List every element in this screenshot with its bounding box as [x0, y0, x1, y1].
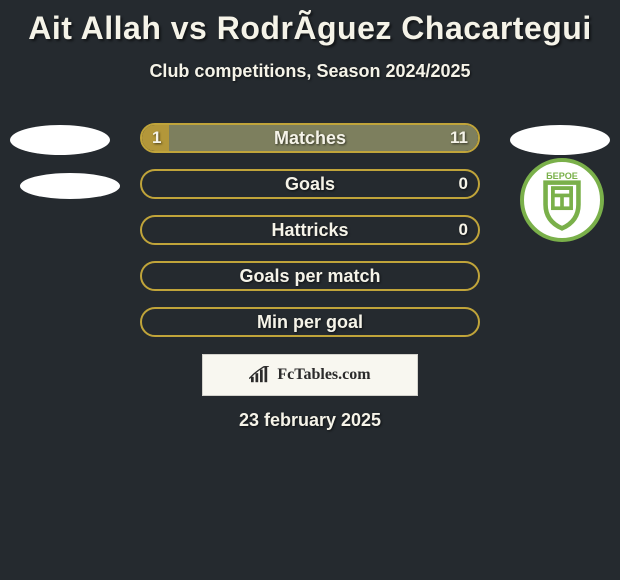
stat-label: Min per goal	[142, 312, 478, 333]
stat-value-right: 0	[459, 174, 468, 194]
stat-row: Matches111	[0, 120, 620, 166]
chart-icon	[249, 366, 271, 384]
stat-label: Hattricks	[142, 220, 478, 241]
stat-bar: Goals0	[140, 169, 480, 199]
stat-value-right: 0	[459, 220, 468, 240]
stat-rows: Matches111 БЕРОЕ Goals0Hattricks0Goals p…	[0, 120, 620, 350]
stat-label: Matches	[142, 128, 478, 149]
comparison-infographic: Ait Allah vs RodrÃ­guez Chacartegui Club…	[0, 0, 620, 580]
stat-bar: Matches111	[140, 123, 480, 153]
stat-row: БЕРОЕ Goals0	[0, 166, 620, 212]
page-title: Ait Allah vs RodrÃ­guez Chacartegui	[0, 0, 620, 47]
stat-bar: Min per goal	[140, 307, 480, 337]
attribution-text: FcTables.com	[277, 366, 370, 384]
stat-row: Hattricks0	[0, 212, 620, 258]
stat-bar: Hattricks0	[140, 215, 480, 245]
stat-label: Goals	[142, 174, 478, 195]
subtitle: Club competitions, Season 2024/2025	[0, 61, 620, 82]
stat-label: Goals per match	[142, 266, 478, 287]
date-text: 23 february 2025	[0, 410, 620, 431]
stat-row: Min per goal	[0, 304, 620, 350]
attribution-box: FcTables.com	[202, 354, 418, 396]
left-team-badge	[10, 125, 110, 155]
stat-row: Goals per match	[0, 258, 620, 304]
right-team-badge	[510, 125, 610, 155]
svg-text:БЕРОЕ: БЕРОЕ	[546, 171, 578, 181]
stat-bar: Goals per match	[140, 261, 480, 291]
stat-value-right: 11	[450, 128, 468, 148]
stat-value-left: 1	[152, 128, 161, 148]
left-team-badge	[20, 173, 120, 199]
